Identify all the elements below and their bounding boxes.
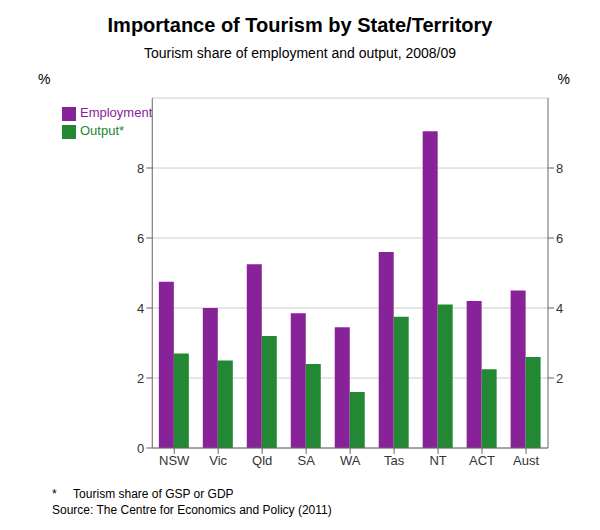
- svg-text:8: 8: [556, 161, 563, 176]
- html-text:Employment: Employment: [80, 105, 153, 120]
- html-text:Tourism share of employment an: Tourism share of employment and output, …: [144, 45, 456, 61]
- html-text:Source: The Centre for Economi: Source: The Centre for Economics and Pol…: [52, 503, 332, 517]
- svg-text:Vic: Vic: [209, 453, 227, 468]
- svg-text:6: 6: [556, 231, 563, 246]
- html-text:* Tourism share of GSP or GDP: * Tourism share of GSP or GDP: [52, 487, 234, 501]
- svg-text:Tas: Tas: [384, 453, 405, 468]
- svg-text:Qld: Qld: [252, 453, 272, 468]
- svg-text:NT: NT: [429, 453, 446, 468]
- html-text:Output*: Output*: [80, 123, 125, 138]
- svg-text:SA: SA: [297, 453, 315, 468]
- svg-text:4: 4: [556, 301, 563, 316]
- svg-text:2: 2: [137, 371, 144, 386]
- svg-text:8: 8: [137, 161, 144, 176]
- svg-text:ACT: ACT: [469, 453, 495, 468]
- svg-text:4: 4: [137, 301, 144, 316]
- html-text:Importance of Tourism by State: Importance of Tourism by State/Territory: [107, 14, 493, 36]
- svg-text:0: 0: [137, 441, 144, 456]
- svg-text:6: 6: [137, 231, 144, 246]
- svg-text:Aust: Aust: [513, 453, 539, 468]
- svg-text:NSW: NSW: [159, 453, 190, 468]
- svg-text:2: 2: [556, 371, 563, 386]
- svg-text:WA: WA: [340, 453, 361, 468]
